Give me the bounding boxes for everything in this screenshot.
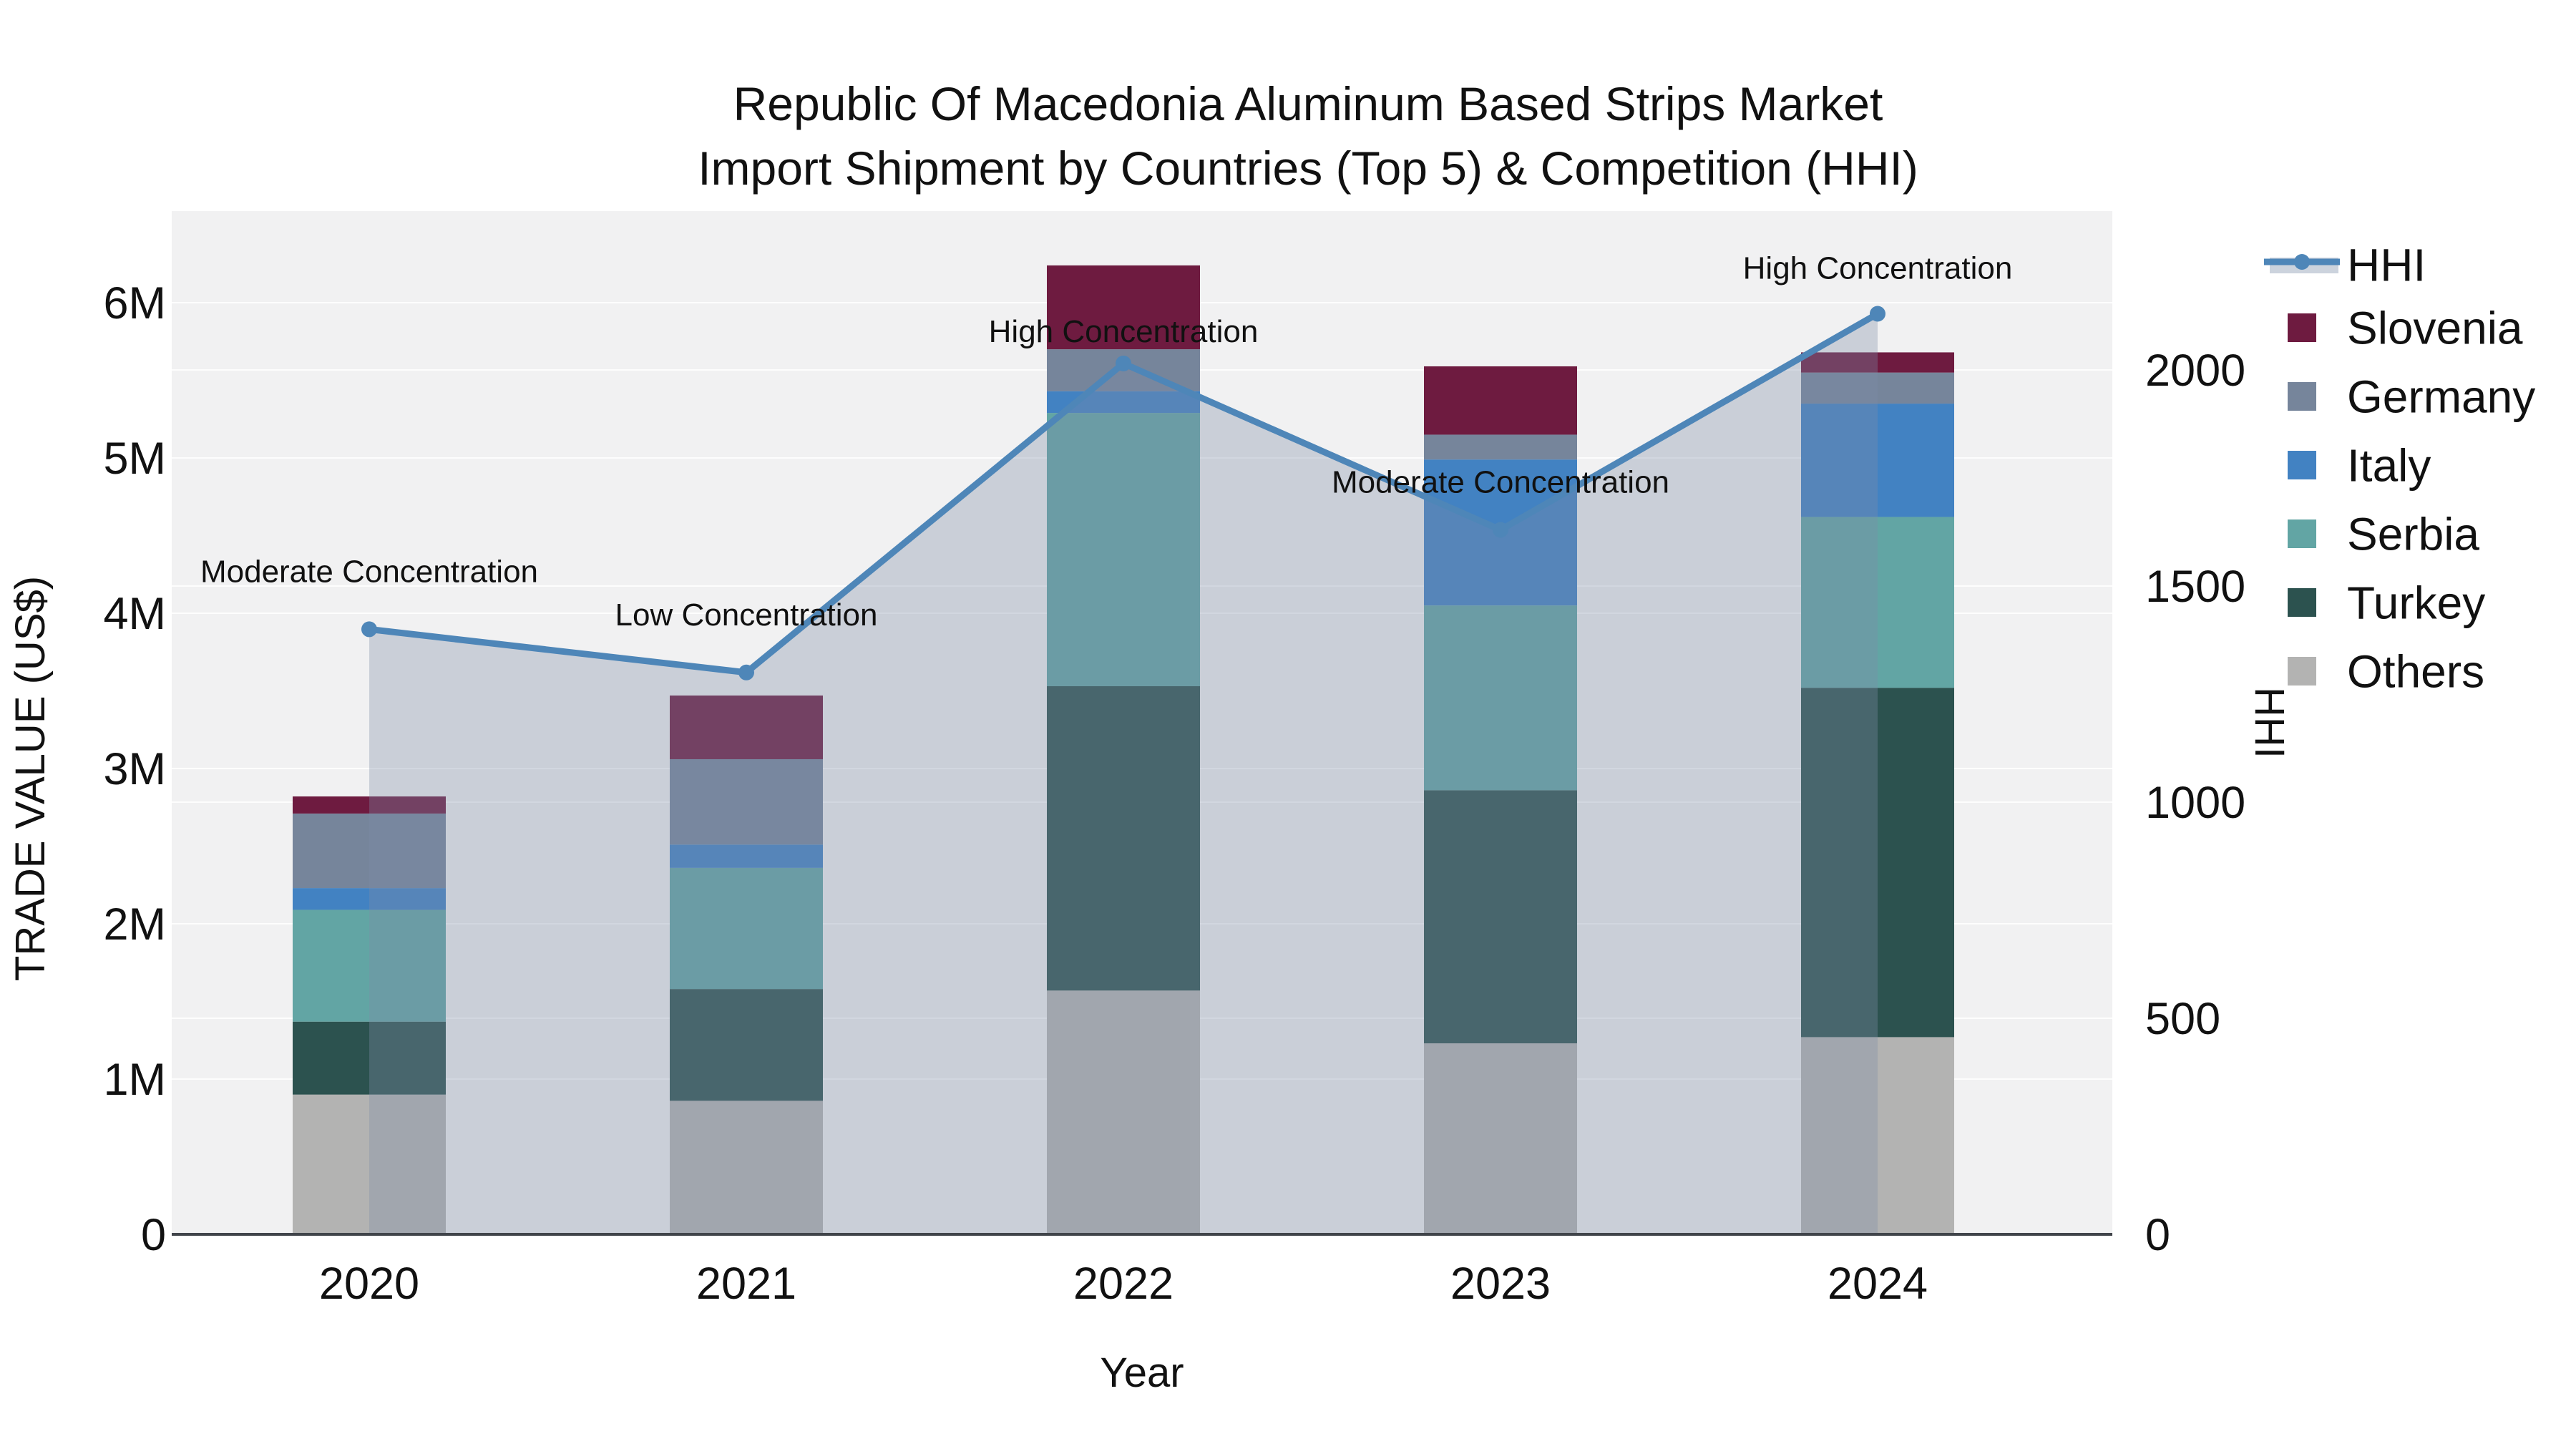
x-tick-2023: 2023: [1450, 1259, 1551, 1309]
hhi-area: [369, 313, 1878, 1235]
chart-title-line2: Import Shipment by Countries (Top 5) & C…: [698, 142, 1918, 195]
y-left-tick-6M: 6M: [103, 278, 166, 328]
bar-segment-slovenia-2020[interactable]: [293, 796, 446, 814]
bar-segment-germany-2021[interactable]: [670, 758, 823, 845]
legend-label-germany: Germany: [2347, 371, 2535, 422]
bar-segment-others-2023[interactable]: [1424, 1043, 1577, 1234]
bar-segment-italy-2020[interactable]: [293, 888, 446, 910]
bar-segment-slovenia-2021[interactable]: [670, 696, 823, 759]
y-left-tick-3M: 3M: [103, 744, 166, 794]
legend-label-slovenia: Slovenia: [2347, 302, 2523, 353]
legend-item-italy[interactable]: Italy: [2288, 439, 2431, 491]
legend-label-hhi: HHI: [2347, 239, 2426, 291]
legend-item-turkey[interactable]: Turkey: [2288, 577, 2485, 628]
hhi-marker-2022[interactable]: [1116, 355, 1131, 371]
bar-segment-others-2024[interactable]: [1801, 1037, 1954, 1234]
bar-segment-germany-2020[interactable]: [293, 813, 446, 889]
bar-segment-germany-2024[interactable]: [1801, 372, 1954, 404]
x-tick-2021: 2021: [696, 1259, 796, 1309]
y-left-tick-1M: 1M: [103, 1055, 166, 1105]
x-tick-2024: 2024: [1828, 1259, 1928, 1309]
annotation-2023: Moderate Concentration: [1332, 464, 1669, 499]
legend-label-others: Others: [2347, 645, 2484, 697]
bar-segment-turkey-2022[interactable]: [1047, 686, 1200, 991]
legend-label-serbia: Serbia: [2347, 508, 2479, 560]
legend-item-serbia[interactable]: Serbia: [2288, 508, 2479, 560]
bar-segment-others-2021[interactable]: [670, 1101, 823, 1234]
legend-hhi-marker: [2294, 254, 2310, 270]
y-right-tick-500: 500: [2145, 994, 2220, 1044]
x-axis-title: Year: [1100, 1350, 1184, 1396]
x-tick-2020: 2020: [319, 1259, 419, 1309]
chart-title: Republic Of Macedonia Aluminum Based Str…: [698, 72, 1918, 200]
bar-segment-serbia-2020[interactable]: [293, 909, 446, 1022]
y-right-tick-1000: 1000: [2145, 778, 2245, 828]
bar-segment-serbia-2023[interactable]: [1424, 605, 1577, 791]
legend-swatch-others: [2288, 657, 2316, 686]
y-right-tick-1500: 1500: [2145, 562, 2245, 612]
bar-segment-italy-2024[interactable]: [1801, 404, 1954, 517]
annotation-2021: Low Concentration: [615, 597, 878, 633]
legend-swatch-italy: [2288, 451, 2316, 479]
hhi-marker-2024[interactable]: [1870, 306, 1885, 322]
bar-segment-germany-2023[interactable]: [1424, 434, 1577, 460]
legend-swatch-germany: [2288, 382, 2316, 411]
legend-swatch-serbia: [2288, 519, 2316, 548]
legend-item-hhi[interactable]: HHI: [2264, 239, 2426, 291]
bar-segment-slovenia-2024[interactable]: [1801, 352, 1954, 373]
y-right-axis-title: HHI: [2246, 687, 2293, 758]
hhi-marker-2023[interactable]: [1493, 522, 1508, 538]
bar-segment-slovenia-2022[interactable]: [1047, 265, 1200, 350]
bar-segment-others-2020[interactable]: [293, 1094, 446, 1234]
annotation-2024: High Concentration: [1743, 250, 2013, 286]
hhi-marker-2021[interactable]: [738, 664, 754, 680]
bar-segment-slovenia-2023[interactable]: [1424, 366, 1577, 435]
x-tick-2022: 2022: [1073, 1259, 1174, 1309]
y-left-tick-0: 0: [141, 1210, 166, 1260]
bar-segment-others-2022[interactable]: [1047, 990, 1200, 1234]
legend-swatch-turkey: [2288, 588, 2316, 617]
y-right-tick-0: 0: [2145, 1210, 2170, 1260]
legend-label-turkey: Turkey: [2347, 577, 2485, 628]
bar-segment-turkey-2023[interactable]: [1424, 790, 1577, 1044]
bar-segment-serbia-2022[interactable]: [1047, 413, 1200, 686]
chart-title-line1: Republic Of Macedonia Aluminum Based Str…: [733, 77, 1883, 130]
hhi-marker-2020[interactable]: [361, 621, 377, 638]
legend-item-germany[interactable]: Germany: [2288, 371, 2535, 422]
y-left-axis-title: TRADE VALUE (US$): [7, 576, 54, 981]
bar-segment-italy-2021[interactable]: [670, 844, 823, 868]
legend-item-slovenia[interactable]: Slovenia: [2288, 302, 2523, 353]
bar-segment-turkey-2021[interactable]: [670, 989, 823, 1101]
bar-segment-serbia-2024[interactable]: [1801, 517, 1954, 688]
annotation-2022: High Concentration: [989, 314, 1259, 349]
annotation-2020: Moderate Concentration: [200, 554, 538, 589]
y-left-tick-5M: 5M: [103, 434, 166, 484]
legend-item-others[interactable]: Others: [2288, 645, 2484, 697]
y-left-tick-4M: 4M: [103, 589, 166, 639]
bar-segment-turkey-2024[interactable]: [1801, 688, 1954, 1038]
bar-segment-turkey-2020[interactable]: [293, 1021, 446, 1095]
y-left-tick-2M: 2M: [103, 899, 166, 950]
y-right-tick-2000: 2000: [2145, 346, 2245, 396]
legend-swatch-slovenia: [2288, 313, 2316, 342]
legend-label-italy: Italy: [2347, 439, 2431, 491]
bar-segment-serbia-2021[interactable]: [670, 867, 823, 990]
